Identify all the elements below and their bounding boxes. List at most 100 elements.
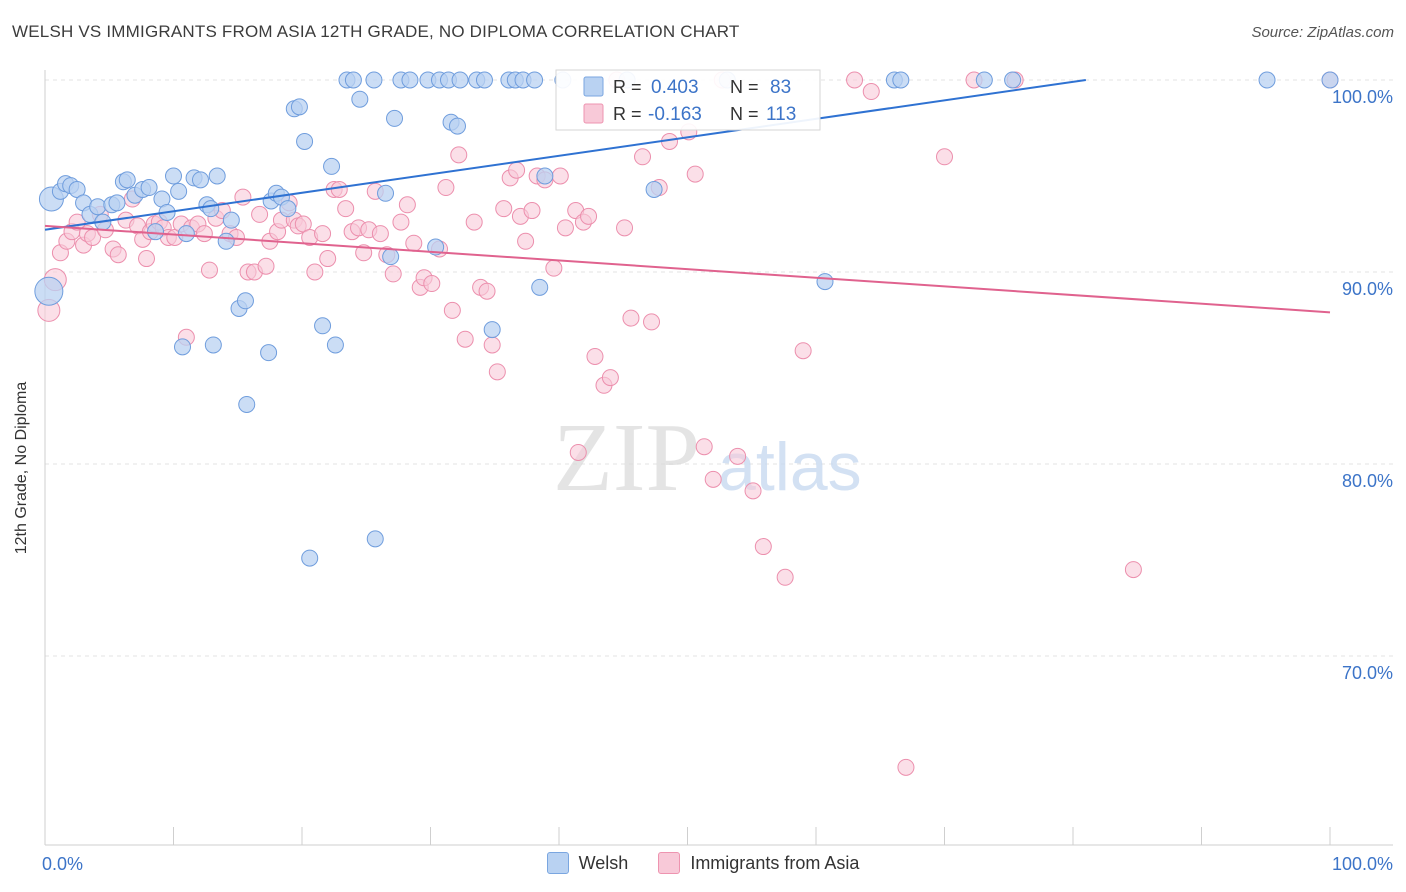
welsh-point bbox=[208, 167, 226, 185]
asia-point bbox=[616, 219, 634, 237]
legend-swatch-welsh bbox=[583, 76, 604, 97]
asia-point bbox=[634, 148, 652, 166]
welsh-point bbox=[260, 344, 278, 362]
y-tick-label: 100.0% bbox=[1332, 87, 1393, 107]
welsh-point bbox=[536, 167, 554, 185]
welsh-point bbox=[177, 225, 195, 243]
welsh-point bbox=[89, 198, 107, 216]
asia-point bbox=[495, 200, 513, 218]
legend-item-asia[interactable]: Immigrants from Asia bbox=[658, 852, 859, 874]
welsh-point bbox=[382, 248, 400, 266]
legend-item-welsh[interactable]: Welsh bbox=[546, 852, 629, 874]
asia-point bbox=[330, 180, 348, 198]
asia-point bbox=[371, 225, 389, 243]
y-tick-label: 70.0% bbox=[1342, 663, 1393, 683]
asia-point bbox=[643, 313, 661, 331]
asia-point bbox=[729, 447, 747, 465]
legend-r-label-asia: R = bbox=[613, 104, 642, 124]
asia-point bbox=[423, 275, 441, 293]
series-immigrants-from-asia bbox=[37, 71, 1339, 776]
welsh-point bbox=[483, 321, 501, 339]
welsh-point bbox=[475, 71, 493, 89]
welsh-point bbox=[314, 317, 332, 335]
welsh-point bbox=[301, 549, 319, 567]
legend-n-value-asia: 113 bbox=[766, 104, 796, 125]
welsh-point bbox=[326, 336, 344, 354]
legend-label-welsh: Welsh bbox=[578, 852, 629, 873]
asia-point bbox=[306, 263, 324, 281]
asia-point bbox=[523, 202, 541, 220]
x-tick-label: 100.0% bbox=[1332, 854, 1393, 874]
welsh-point bbox=[34, 276, 64, 306]
welsh-point bbox=[366, 530, 384, 548]
axes bbox=[44, 70, 1393, 846]
asia-point bbox=[398, 196, 416, 214]
asia-point bbox=[704, 470, 722, 488]
asia-point bbox=[483, 336, 501, 354]
gridlines bbox=[45, 79, 1393, 657]
asia-point bbox=[200, 261, 218, 279]
welsh-point bbox=[377, 184, 395, 202]
watermark-atlas: atlas bbox=[718, 429, 862, 505]
welsh-point bbox=[448, 117, 466, 135]
asia-point bbox=[508, 161, 526, 179]
trend-lines bbox=[44, 79, 1331, 314]
y-tick-label: 90.0% bbox=[1342, 279, 1393, 299]
asia-point bbox=[450, 146, 468, 164]
legend-r-label-welsh: R = bbox=[613, 77, 642, 97]
welsh-swatch bbox=[546, 852, 569, 874]
welsh-point bbox=[531, 278, 549, 296]
asia-point bbox=[337, 200, 355, 218]
legend-r-value-asia: -0.163 bbox=[648, 104, 702, 125]
welsh-point bbox=[323, 157, 341, 175]
welsh-point bbox=[147, 223, 165, 241]
legend-r-value-welsh: 0.403 bbox=[651, 77, 699, 98]
asia-point bbox=[622, 309, 640, 327]
asia-point bbox=[392, 213, 410, 231]
welsh-point bbox=[975, 71, 993, 89]
legend-n-value-welsh: 83 bbox=[770, 77, 791, 98]
chart-title: WELSH VS IMMIGRANTS FROM ASIA 12TH GRADE… bbox=[12, 22, 740, 41]
welsh-point bbox=[204, 336, 222, 354]
asia-point bbox=[846, 71, 864, 89]
legend-n-label-welsh: N = bbox=[730, 77, 759, 97]
legend-swatch-asia bbox=[583, 103, 604, 124]
y-tick-label: 80.0% bbox=[1342, 471, 1393, 491]
asia-point bbox=[897, 758, 915, 776]
welsh-point bbox=[1258, 71, 1276, 89]
legend-n-label-asia: N = bbox=[730, 104, 759, 124]
welsh-point bbox=[202, 200, 220, 218]
welsh-point bbox=[645, 180, 663, 198]
welsh-point bbox=[365, 71, 383, 89]
asia-point bbox=[465, 213, 483, 231]
welsh-point bbox=[222, 211, 240, 229]
asia-point bbox=[586, 347, 604, 365]
welsh-point bbox=[386, 109, 404, 127]
asia-point bbox=[1124, 561, 1142, 579]
legend-label-asia: Immigrants from Asia bbox=[690, 852, 860, 873]
bottom-legend: Welsh Immigrants from Asia bbox=[0, 852, 1406, 874]
welsh-point bbox=[344, 71, 362, 89]
asia-point bbox=[314, 225, 332, 243]
tick-labels: 100.0% 90.0% 80.0% 70.0% 0.0% 100.0% bbox=[42, 87, 1393, 874]
asia-point bbox=[517, 232, 535, 250]
asia-point bbox=[384, 265, 402, 283]
asia-point bbox=[257, 257, 275, 275]
welsh-trend-line bbox=[44, 79, 1086, 231]
asia-point bbox=[551, 167, 569, 185]
asia-point bbox=[195, 225, 213, 243]
y-axis-label: 12th Grade, No Diploma bbox=[13, 381, 30, 555]
asia-point bbox=[862, 83, 880, 101]
welsh-point bbox=[526, 71, 544, 89]
asia-point bbox=[686, 165, 704, 183]
welsh-point bbox=[165, 167, 182, 185]
asia-point bbox=[569, 443, 587, 461]
welsh-point bbox=[296, 132, 314, 150]
asia-point bbox=[776, 568, 794, 586]
welsh-point bbox=[173, 338, 191, 356]
welsh-point bbox=[108, 194, 126, 212]
asia-point bbox=[443, 301, 461, 319]
asia-point bbox=[695, 438, 713, 456]
welsh-point bbox=[217, 232, 235, 250]
asia-point bbox=[754, 538, 772, 556]
